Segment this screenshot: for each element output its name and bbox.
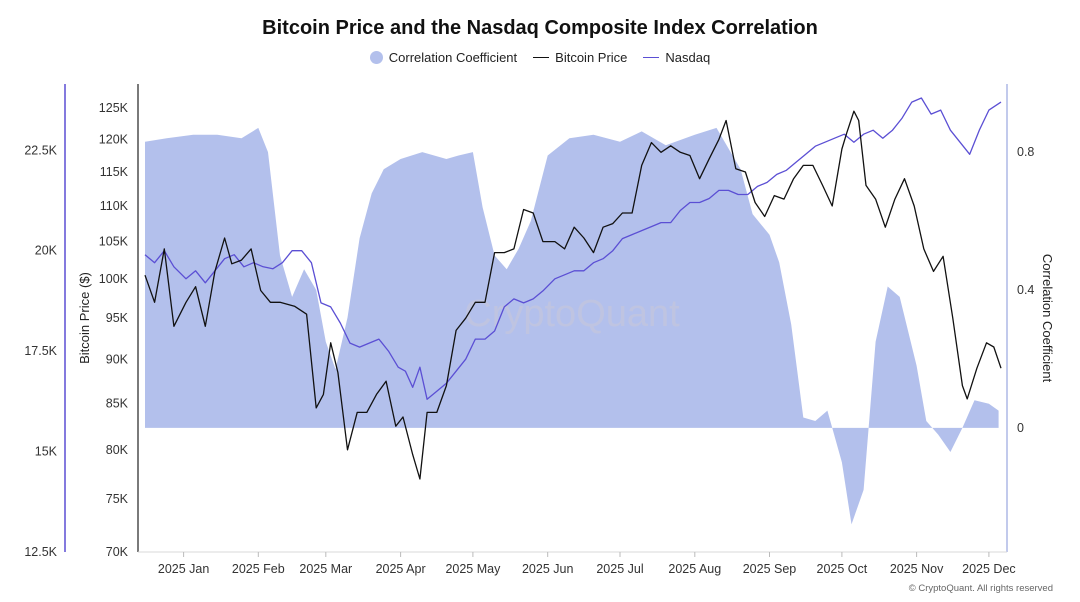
bitcoin-line-layer	[144, 110, 1002, 480]
x-tick-label: 2025 Dec	[962, 562, 1016, 576]
bitcoin-tick-label: 85K	[106, 396, 129, 410]
legend: Correlation Coefficient Bitcoin Price Na…	[0, 50, 1080, 65]
correlation-tick-label: 0	[1017, 421, 1024, 435]
x-tick-label: 2025 Mar	[299, 562, 352, 576]
watermark: CryptoQuant	[464, 293, 680, 335]
x-tick-label: 2025 Jun	[522, 562, 573, 576]
correlation-tick-label: 0.4	[1017, 283, 1034, 297]
legend-swatch-correlation	[369, 51, 383, 64]
correlation-area-layer	[145, 127, 999, 525]
correlation-tick-label: 0.8	[1017, 145, 1034, 159]
bitcoin-tick-label: 80K	[106, 443, 129, 457]
x-tick-label: 2025 Aug	[668, 562, 721, 576]
legend-label-nasdaq: Nasdaq	[665, 50, 711, 65]
legend-item-bitcoin[interactable]: Bitcoin Price	[533, 50, 627, 65]
legend-label-bitcoin: Bitcoin Price	[555, 50, 628, 65]
nasdaq-tick-label: 20K	[35, 244, 58, 258]
nasdaq-tick-label: 12.5K	[24, 545, 57, 559]
nasdaq-tick-label: 17.5K	[24, 344, 57, 358]
bitcoin-tick-label: 95K	[106, 311, 129, 325]
x-tick-label: 2025 Oct	[817, 562, 868, 576]
bitcoin-tick-label: 125K	[99, 101, 129, 115]
legend-swatch-bitcoin	[533, 57, 550, 58]
legend-item-correlation[interactable]: Correlation Coefficient	[369, 50, 518, 65]
axes-layer: 12.5K 15K 17.5K 20K 22.5K 70K 75K 80K 85K 90K 95K 1…	[24, 84, 1034, 576]
x-tick-label: 2025 Nov	[890, 562, 944, 576]
x-tick-label: 2025 May	[445, 562, 501, 576]
bitcoin-axis-label: Bitcoin Price ($)	[77, 272, 92, 364]
x-tick-label: 2025 Sep	[743, 562, 797, 576]
legend-swatch-nasdaq	[643, 57, 660, 58]
nasdaq-tick-label: 15K	[35, 445, 58, 459]
nasdaq-line-layer	[144, 97, 1002, 400]
x-tick-label: 2025 Apr	[376, 562, 426, 576]
correlation-axis-label: Correlation Coefficient	[1040, 254, 1055, 383]
legend-label-correlation: Correlation Coefficient	[388, 50, 518, 65]
bitcoin-tick-label: 70K	[106, 545, 129, 559]
bitcoin-tick-label: 90K	[106, 353, 129, 367]
x-tick-label: 2025 Feb	[232, 562, 285, 576]
bitcoin-tick-label: 110K	[100, 199, 129, 213]
x-tick-label: 2025 Jan	[158, 562, 209, 576]
bitcoin-tick-label: 120K	[99, 132, 129, 146]
correlation-area	[145, 127, 999, 525]
bitcoin-tick-label: 75K	[106, 492, 129, 506]
bitcoin-tick-label: 115K	[100, 165, 129, 179]
legend-item-nasdaq[interactable]: Nasdaq	[643, 50, 710, 65]
bitcoin-line	[144, 110, 1002, 480]
nasdaq-tick-label: 22.5K	[24, 143, 57, 157]
bitcoin-tick-label: 105K	[99, 235, 129, 249]
copyright-notice: © CryptoQuant. All rights reserved	[908, 583, 1053, 594]
nasdaq-line	[144, 97, 1002, 400]
chart-title: Bitcoin Price and the Nasdaq Composite I…	[262, 17, 818, 39]
x-tick-label: 2025 Jul	[596, 562, 643, 576]
bitcoin-tick-label: 100K	[99, 272, 129, 286]
